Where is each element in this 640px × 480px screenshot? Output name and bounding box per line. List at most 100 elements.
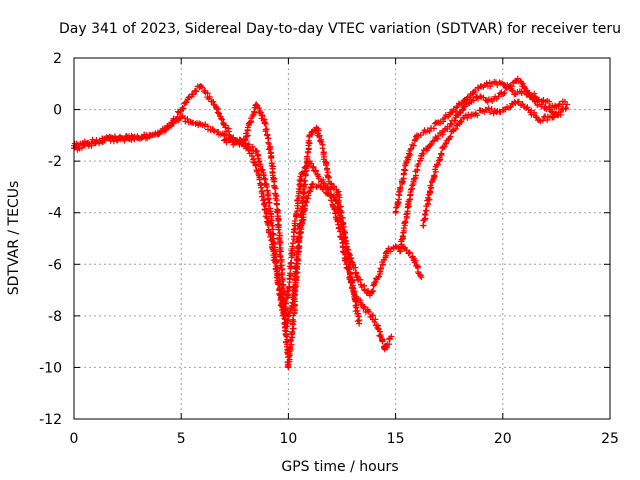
trace-marker: [382, 249, 389, 256]
trace-marker: [518, 90, 525, 97]
trace-marker: [319, 141, 326, 148]
trace-marker: [426, 196, 433, 203]
trace-marker: [511, 91, 518, 98]
data-point: [564, 101, 571, 108]
trace-marker: [431, 172, 438, 179]
trace-marker: [327, 192, 334, 199]
trace-marker: [298, 214, 305, 221]
chart-title: Day 341 of 2023, Sidereal Day-to-day VTE…: [59, 21, 621, 37]
trace-marker: [183, 98, 190, 105]
trace-marker: [301, 178, 308, 185]
trace-marker: [407, 151, 414, 158]
trace-marker: [472, 87, 479, 94]
trace-marker: [408, 186, 415, 193]
series-track-3: [221, 101, 363, 371]
trace-marker: [325, 174, 332, 181]
trace-marker: [524, 104, 531, 111]
trace-marker: [554, 112, 561, 119]
trace-marker: [398, 238, 405, 245]
trace-marker: [342, 237, 349, 244]
trace-marker: [304, 195, 311, 202]
trace-marker: [441, 143, 448, 150]
trace-marker: [192, 87, 199, 94]
trace-marker: [349, 284, 356, 291]
y-tick-label: 0: [53, 103, 62, 119]
trace-marker: [395, 188, 402, 195]
trace-marker: [289, 243, 296, 250]
trace-marker: [409, 182, 416, 189]
trace-marker: [275, 226, 282, 233]
trace-marker: [403, 159, 410, 166]
trace-marker: [273, 260, 280, 267]
trace-marker: [523, 105, 530, 112]
data-points: [71, 75, 571, 371]
series-track-1: [71, 82, 425, 319]
trace-marker: [252, 162, 259, 169]
trace-marker: [288, 259, 295, 266]
trace-marker: [262, 120, 269, 127]
trace-marker: [289, 240, 296, 247]
trace-marker: [340, 224, 347, 231]
trace-marker: [177, 108, 184, 115]
trace-marker: [262, 203, 269, 210]
trace-marker: [211, 128, 218, 135]
y-tick-label: -8: [48, 309, 62, 325]
trace-marker: [272, 185, 279, 192]
trace-marker: [271, 184, 278, 191]
trace-marker: [296, 229, 303, 236]
trace-marker: [286, 263, 293, 270]
trace-marker: [299, 197, 306, 204]
trace-marker: [354, 272, 361, 279]
trace-marker: [283, 319, 290, 326]
trace-marker: [563, 104, 570, 111]
trace-marker: [196, 120, 203, 127]
trace-marker: [243, 133, 250, 140]
trace-marker: [346, 271, 353, 278]
y-tick-label: -6: [48, 257, 62, 273]
trace-marker: [410, 142, 417, 149]
y-tick-label: 2: [53, 51, 62, 67]
trace-marker: [378, 265, 385, 272]
trace-marker: [230, 141, 237, 148]
trace-marker: [313, 183, 320, 190]
trace-marker: [85, 139, 92, 146]
trace-marker: [254, 152, 261, 159]
trace-marker: [376, 332, 383, 339]
x-tick-label: 25: [601, 431, 619, 447]
trace-marker: [260, 191, 267, 198]
trace-marker: [379, 338, 386, 345]
x-tick-label: 5: [177, 431, 186, 447]
trace-marker: [197, 82, 204, 89]
trace-marker: [403, 247, 410, 254]
trace-marker: [283, 339, 290, 346]
trace-marker: [268, 222, 275, 229]
trace-marker: [190, 91, 197, 98]
trace-marker: [338, 208, 345, 215]
trace-marker: [80, 141, 87, 148]
trace-marker: [199, 84, 206, 91]
trace-marker: [334, 218, 341, 225]
trace-marker: [310, 180, 317, 187]
trace-marker: [255, 167, 262, 174]
trace-marker: [245, 147, 252, 154]
trace-marker: [273, 274, 280, 281]
trace-marker: [386, 336, 393, 343]
trace-marker: [248, 150, 255, 157]
trace-marker: [355, 313, 362, 320]
trace-marker: [477, 93, 484, 100]
trace-marker: [242, 136, 249, 143]
trace-marker: [508, 83, 515, 90]
trace-marker: [294, 208, 301, 215]
grid-lines: [74, 58, 610, 419]
trace-marker: [259, 166, 266, 173]
trace-marker: [187, 119, 194, 126]
trace-marker: [350, 288, 357, 295]
trace-marker: [295, 192, 302, 199]
trace-marker: [260, 171, 267, 178]
trace-marker: [374, 322, 381, 329]
series-track-6: [420, 98, 571, 229]
trace-marker: [429, 138, 436, 145]
trace-marker: [272, 259, 279, 266]
trace-marker: [441, 114, 448, 121]
